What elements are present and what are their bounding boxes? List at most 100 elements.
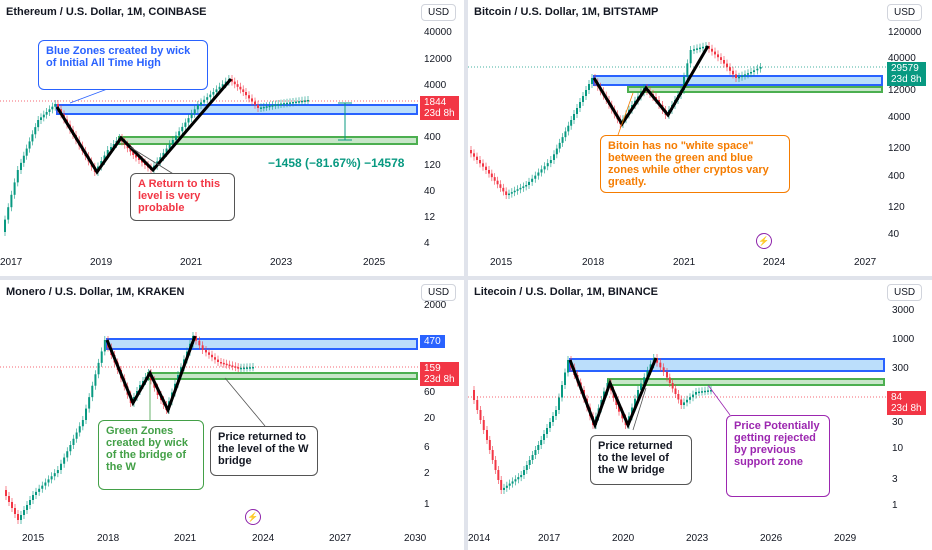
ethereum-ytick: 4 xyxy=(424,238,430,249)
candle xyxy=(591,78,593,84)
candle xyxy=(187,118,190,123)
candle xyxy=(543,166,546,170)
candle xyxy=(714,51,716,55)
candle xyxy=(549,160,552,164)
candle xyxy=(91,385,94,398)
candle xyxy=(513,190,516,193)
candle xyxy=(198,340,201,346)
monero-title: Monero / U.S. Dollar, 1M, KRAKEN xyxy=(6,286,185,298)
candle xyxy=(479,410,482,420)
candle xyxy=(162,152,165,158)
ethereum-xtick: 2017 xyxy=(0,257,23,268)
candle xyxy=(29,500,31,505)
candle xyxy=(689,397,691,400)
panel-divider-horizontal xyxy=(0,276,932,280)
monero-ytick: 2 xyxy=(424,468,430,479)
bitcoin-currency-button[interactable]: USD xyxy=(887,4,923,21)
ethereum-ytick: 400 xyxy=(424,132,441,143)
candle xyxy=(479,160,481,164)
candle xyxy=(217,359,219,362)
candle xyxy=(206,97,209,100)
candle xyxy=(26,505,28,510)
litecoin-chart-svg xyxy=(468,354,886,494)
candle xyxy=(643,377,646,384)
monero-xtick: 2021 xyxy=(174,533,197,544)
chart-panel-litecoin: Litecoin / U.S. Dollar, 1M, BINANCE USD … xyxy=(468,280,932,550)
candle xyxy=(701,391,703,393)
monero-green-zone xyxy=(147,372,418,380)
candle xyxy=(493,177,496,181)
candle xyxy=(555,410,557,416)
candle xyxy=(304,100,306,102)
litecoin-green-zone xyxy=(607,378,885,386)
monero-ytick: 2000 xyxy=(424,300,447,311)
candle xyxy=(503,487,505,490)
monero-annotation-black: Price returned to the level of the W bri… xyxy=(210,426,318,476)
candle xyxy=(508,193,510,196)
litecoin-xtick: 2029 xyxy=(834,533,857,544)
bitcoin-ytick: 12000 xyxy=(888,85,916,96)
candle xyxy=(283,103,285,105)
candle xyxy=(525,465,528,470)
candle xyxy=(695,392,697,395)
monero-currency-button[interactable]: USD xyxy=(421,284,457,301)
litecoin-xtick: 2023 xyxy=(686,533,709,544)
candle xyxy=(274,104,277,107)
litecoin-ytick: 300 xyxy=(892,363,909,374)
lightning-icon[interactable]: ⚡ xyxy=(756,233,772,249)
candle xyxy=(222,362,225,365)
candle xyxy=(14,508,16,514)
candle xyxy=(32,495,34,500)
candle xyxy=(112,144,115,147)
candle xyxy=(732,70,734,75)
candle xyxy=(54,104,57,107)
ethereum-currency-button[interactable]: USD xyxy=(421,4,457,21)
candle xyxy=(75,432,78,439)
litecoin-xtick: 2020 xyxy=(612,533,635,544)
bitcoin-chart-svg xyxy=(468,42,886,199)
litecoin-w-pattern xyxy=(568,357,658,430)
candle xyxy=(72,438,75,445)
candle xyxy=(666,372,668,378)
candle xyxy=(11,502,13,508)
candle xyxy=(573,114,575,120)
candle xyxy=(747,73,749,75)
candle xyxy=(40,117,42,120)
candle xyxy=(555,148,558,155)
candle xyxy=(680,399,683,405)
candle xyxy=(686,63,689,77)
candle xyxy=(683,76,685,90)
bitcoin-xtick: 2027 xyxy=(854,257,877,268)
lightning-icon[interactable]: ⚡ xyxy=(245,509,261,525)
bitcoin-ytick: 40000 xyxy=(888,53,916,64)
candle xyxy=(491,450,494,460)
candle xyxy=(540,169,543,173)
candle xyxy=(262,106,265,109)
litecoin-currency-button[interactable]: USD xyxy=(887,284,923,301)
candle xyxy=(81,420,84,427)
candle xyxy=(17,514,19,520)
candle xyxy=(537,172,540,176)
candle xyxy=(514,479,517,482)
litecoin-xtick: 2014 xyxy=(468,533,491,544)
ethereum-ytick: 40000 xyxy=(424,27,452,38)
candle xyxy=(576,108,578,114)
candle xyxy=(248,95,250,99)
litecoin-ytick: 1000 xyxy=(892,334,915,345)
monero-chart-svg xyxy=(0,332,418,524)
candle xyxy=(552,416,554,422)
candle xyxy=(693,49,695,51)
candle xyxy=(103,340,106,352)
candle xyxy=(100,351,103,363)
candle xyxy=(184,122,187,127)
candle xyxy=(704,390,706,393)
candle xyxy=(231,365,234,367)
candle xyxy=(47,479,50,483)
candle xyxy=(220,362,222,364)
candle xyxy=(236,84,239,87)
candle xyxy=(25,148,28,156)
candle xyxy=(242,89,245,92)
bitcoin-green-zone xyxy=(627,86,883,93)
candle xyxy=(741,75,743,78)
bitcoin-ytick: 1200 xyxy=(888,143,911,154)
